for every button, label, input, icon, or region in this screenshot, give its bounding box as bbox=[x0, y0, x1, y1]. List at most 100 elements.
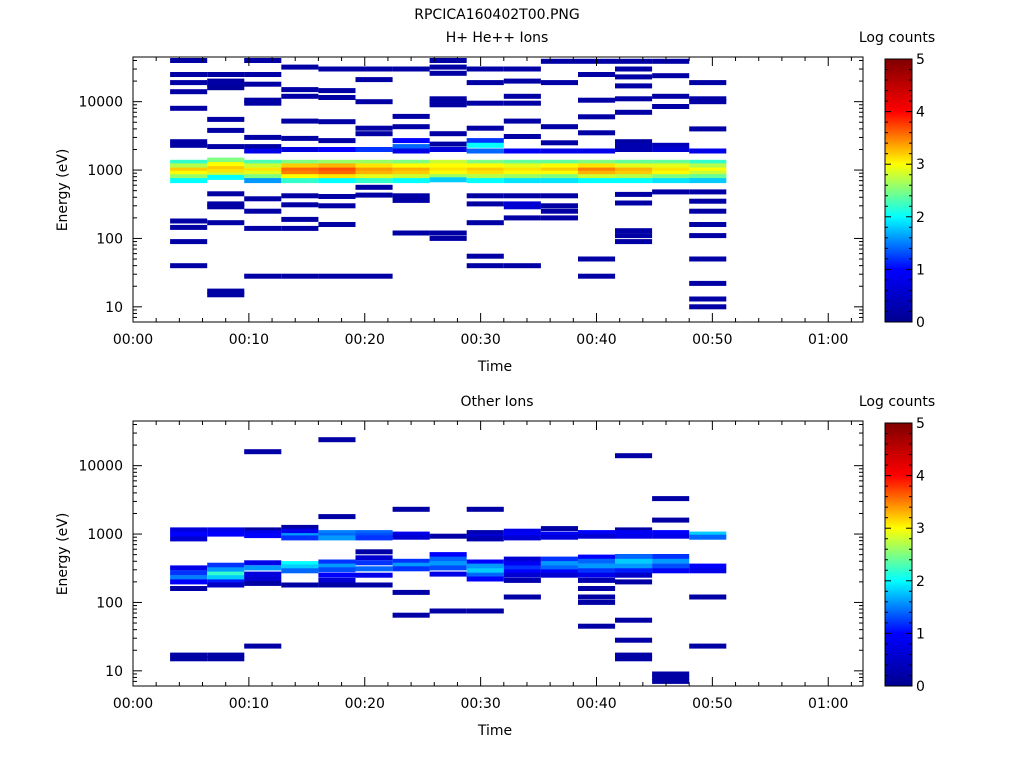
heatmap-cell bbox=[281, 216, 319, 222]
heatmap-cell bbox=[281, 93, 319, 99]
heatmap-cell bbox=[429, 571, 467, 577]
heatmap-cell bbox=[281, 174, 319, 180]
heatmap-cell bbox=[281, 163, 319, 169]
heatmap-cell bbox=[355, 184, 393, 190]
heatmap-cell bbox=[503, 100, 541, 106]
x-tick-label: 00:20 bbox=[345, 696, 385, 712]
heatmap-cell bbox=[170, 224, 208, 230]
heatmap-cell bbox=[244, 163, 282, 169]
heatmap-cell bbox=[652, 104, 690, 109]
heatmap-cell bbox=[355, 572, 393, 578]
heatmap-cell bbox=[318, 88, 356, 94]
heatmap-cell bbox=[207, 204, 245, 210]
heatmap-cell bbox=[615, 527, 653, 533]
heatmap-cell bbox=[540, 556, 578, 562]
heatmap-cell bbox=[503, 167, 541, 173]
page-title: RPCICA160402T00.PNG bbox=[414, 7, 579, 23]
heatmap-cell bbox=[615, 66, 653, 72]
heatmap-cell bbox=[466, 220, 504, 226]
heatmap-cell bbox=[355, 560, 393, 566]
heatmap-cell bbox=[466, 100, 504, 106]
heatmap-cell bbox=[207, 144, 245, 150]
heatmap-cell bbox=[429, 102, 467, 108]
heatmap-cell bbox=[689, 167, 727, 173]
heatmap-cell bbox=[503, 134, 541, 139]
heatmap-cell bbox=[429, 159, 467, 165]
heatmap-cell bbox=[466, 148, 504, 154]
heatmap-cell bbox=[392, 566, 430, 572]
heatmap-cell bbox=[652, 142, 690, 148]
heatmap-cell bbox=[392, 612, 430, 618]
heatmap-cell bbox=[207, 174, 245, 180]
heatmap-cell bbox=[689, 568, 727, 574]
heatmap-cell bbox=[578, 114, 616, 120]
heatmap-cell bbox=[207, 579, 245, 585]
panel-title: H+ He++ Ions bbox=[446, 30, 549, 46]
heatmap-cell bbox=[652, 563, 690, 569]
heatmap-cell bbox=[207, 567, 245, 573]
heatmap-cell bbox=[244, 178, 282, 184]
heatmap-cell bbox=[503, 178, 541, 184]
heatmap-cell bbox=[540, 572, 578, 578]
heatmap-cell bbox=[170, 72, 208, 77]
heatmap-cell bbox=[170, 579, 208, 585]
heatmap-cell bbox=[244, 527, 282, 533]
heatmap-cell bbox=[244, 576, 282, 582]
heatmap-cell bbox=[170, 163, 208, 169]
heatmap-cell bbox=[578, 623, 616, 629]
heatmap-cell bbox=[318, 437, 356, 443]
heatmap-cell bbox=[244, 530, 282, 536]
heatmap-cell bbox=[244, 580, 282, 586]
colorbar: 0 1 2 3 4 5 bbox=[884, 416, 925, 695]
heatmap-cell bbox=[244, 167, 282, 173]
heatmap-cell bbox=[466, 559, 504, 565]
heatmap-cell bbox=[355, 163, 393, 169]
heatmap-cell bbox=[355, 535, 393, 541]
heatmap-cell bbox=[392, 167, 430, 173]
heatmap-cell bbox=[615, 579, 653, 585]
heatmap-cell bbox=[244, 58, 282, 63]
x-tick-label: 00:50 bbox=[692, 332, 732, 348]
heatmap-cell bbox=[615, 174, 653, 180]
heatmap-cell bbox=[540, 140, 578, 146]
heatmap-cell bbox=[281, 193, 319, 199]
colorbar-tick-label: 4 bbox=[916, 105, 925, 121]
x-tick-label: 00:00 bbox=[113, 696, 153, 712]
heatmap-cell bbox=[689, 96, 727, 102]
heatmap-cell bbox=[652, 189, 690, 195]
heatmap-cell bbox=[652, 554, 690, 559]
heatmap-cell bbox=[318, 535, 356, 541]
heatmap-cell bbox=[503, 532, 541, 538]
heatmap-cell bbox=[652, 568, 690, 574]
heatmap-cell bbox=[392, 178, 430, 184]
heatmap-cell bbox=[170, 586, 208, 591]
heatmap-cell bbox=[429, 70, 467, 76]
heatmap-cell bbox=[503, 594, 541, 600]
heatmap-cell bbox=[207, 652, 245, 658]
heatmap-cell bbox=[429, 64, 467, 70]
heatmap-cell bbox=[170, 178, 208, 184]
heatmap-cell bbox=[466, 159, 504, 165]
heatmap-cell bbox=[540, 531, 578, 537]
heatmap-cell bbox=[207, 571, 245, 577]
colorbar-tick-label: 1 bbox=[916, 626, 925, 642]
heatmap-cell bbox=[466, 576, 504, 582]
heatmap-cell bbox=[281, 535, 319, 541]
heatmap-cell bbox=[318, 174, 356, 180]
heatmap-cell bbox=[244, 134, 282, 140]
heatmap-cell bbox=[652, 163, 690, 169]
heatmap-cell bbox=[615, 170, 653, 176]
heatmap-cell bbox=[318, 203, 356, 209]
heatmap-cell bbox=[615, 163, 653, 169]
heatmap-cell bbox=[318, 138, 356, 144]
colorbar-gradient bbox=[884, 58, 913, 323]
heatmap-cell bbox=[578, 256, 616, 262]
heatmap-cell bbox=[429, 99, 467, 105]
heatmap-cell bbox=[652, 517, 690, 523]
heatmap-cell bbox=[281, 561, 319, 567]
heatmap-cell bbox=[355, 125, 393, 131]
heatmap-cell bbox=[429, 177, 467, 183]
heatmap-cell bbox=[392, 170, 430, 176]
heatmap-cell bbox=[615, 147, 653, 152]
